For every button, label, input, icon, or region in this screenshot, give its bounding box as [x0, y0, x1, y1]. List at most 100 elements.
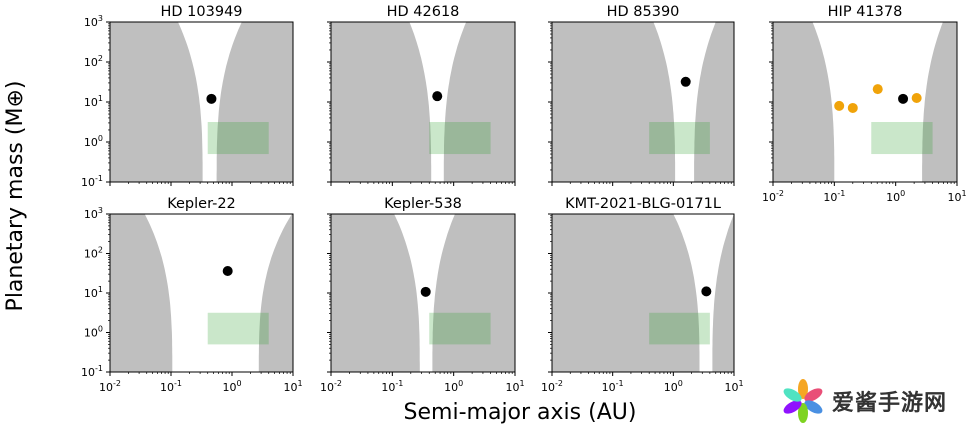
planet-point	[222, 266, 233, 277]
tick-exponent: 1	[519, 379, 524, 388]
tick-exponent: 0	[98, 134, 103, 143]
x-tick-label: 101	[283, 379, 302, 394]
tick-exponent: -1	[395, 379, 403, 388]
tick-base: 10	[84, 248, 98, 261]
planet-point	[701, 286, 712, 297]
y-tick-label: 103	[84, 206, 103, 221]
panel-title: Kepler-538	[384, 196, 462, 212]
plot-area	[552, 214, 734, 372]
tick-exponent: -1	[95, 174, 103, 183]
tick-base: 10	[84, 96, 98, 109]
planet-point	[206, 93, 217, 104]
unstable-region-inner	[331, 22, 432, 182]
tick-base: 10	[947, 191, 961, 204]
x-tick-label: 10-2	[541, 379, 563, 394]
tick-exponent: -2	[113, 379, 121, 388]
y-tick-label: 102	[84, 246, 103, 261]
tick-exponent: 1	[98, 94, 103, 103]
tick-exponent: 0	[98, 325, 103, 334]
panel-title: KMT-2021-BLG-0171L	[565, 196, 721, 212]
tick-exponent: 0	[900, 189, 905, 198]
habitable-zone	[871, 122, 933, 155]
x-tick-label: 100	[222, 379, 241, 394]
unstable-region-inner	[331, 214, 420, 372]
tick-base: 10	[823, 191, 837, 204]
x-tick-label: 10-1	[602, 379, 624, 394]
tick-base: 10	[664, 381, 678, 394]
plot-area	[110, 214, 293, 372]
tick-base: 10	[84, 56, 98, 69]
tick-base: 10	[84, 327, 98, 340]
tick-exponent: -2	[776, 189, 784, 198]
tick-base: 10	[320, 381, 334, 394]
x-tick-label: 10-1	[381, 379, 403, 394]
tick-exponent: 1	[297, 379, 302, 388]
unstable-region-outer	[922, 22, 957, 182]
tick-exponent: -1	[95, 364, 103, 373]
planet-point	[680, 76, 691, 87]
tick-exponent: -2	[334, 379, 342, 388]
tick-base: 10	[81, 176, 95, 189]
plot-area	[552, 22, 734, 182]
tick-exponent: 1	[98, 285, 103, 294]
x-tick-label: 10-2	[762, 189, 784, 204]
tick-base: 10	[444, 381, 458, 394]
tick-exponent: 2	[98, 246, 103, 255]
x-tick-label: 10-2	[99, 379, 121, 394]
tick-base: 10	[541, 381, 555, 394]
x-tick-label: 101	[724, 379, 743, 394]
unstable-region-outer	[216, 22, 293, 182]
x-tick-label: 100	[444, 379, 463, 394]
tick-exponent: 0	[458, 379, 463, 388]
x-tick-label: 101	[947, 189, 966, 204]
plot-area	[773, 22, 957, 182]
tick-exponent: 0	[236, 379, 241, 388]
habitable-zone	[429, 312, 491, 345]
habitable-zone	[649, 312, 710, 345]
y-tick-label: 100	[84, 134, 103, 149]
plot-area	[331, 214, 515, 372]
unstable-region-inner	[552, 214, 700, 372]
planet-point	[420, 286, 431, 297]
x-tick-label: 100	[886, 189, 905, 204]
panel-title: HD 85390	[607, 4, 680, 20]
x-axis-label: Semi-major axis (AU)	[404, 400, 637, 425]
tick-exponent: 1	[738, 379, 743, 388]
tick-base: 10	[724, 381, 738, 394]
habitable-zone	[649, 122, 710, 155]
flower-logo-icon	[783, 379, 823, 423]
tick-base: 10	[602, 381, 616, 394]
unstable-region-outer	[258, 214, 293, 372]
other-planet-point	[847, 102, 858, 113]
panel-title: HD 103949	[160, 4, 242, 20]
watermark-text: 爱酱手游网	[832, 391, 948, 416]
tick-exponent: -1	[174, 379, 182, 388]
planet-point	[432, 91, 443, 102]
unstable-region-outer	[712, 214, 734, 372]
y-tick-label: 103	[84, 14, 103, 29]
panel-hd-42618: HD 42618	[327, 4, 516, 186]
habitable-zone	[429, 122, 491, 155]
tick-base: 10	[222, 381, 236, 394]
unstable-region-inner	[110, 22, 203, 182]
tick-base: 10	[84, 136, 98, 149]
plot-area	[331, 22, 515, 182]
tick-exponent: -2	[555, 379, 563, 388]
watermark: 爱酱手游网	[780, 378, 947, 424]
unstable-region-inner	[552, 22, 676, 182]
tick-base: 10	[84, 16, 98, 29]
tick-base: 10	[160, 381, 174, 394]
x-tick-label: 100	[664, 379, 683, 394]
tick-exponent: 2	[98, 54, 103, 63]
tick-base: 10	[505, 381, 519, 394]
tick-exponent: 3	[98, 206, 103, 215]
y-tick-label: 101	[84, 94, 103, 109]
unstable-region-outer	[432, 214, 515, 372]
panel-title: Kepler-22	[167, 196, 236, 212]
tick-base: 10	[81, 366, 95, 379]
